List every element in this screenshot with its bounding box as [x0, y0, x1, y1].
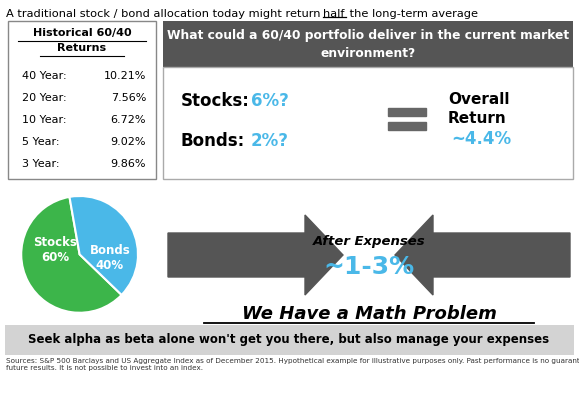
FancyBboxPatch shape — [163, 21, 573, 67]
Wedge shape — [69, 196, 138, 295]
FancyBboxPatch shape — [163, 67, 573, 179]
Text: A traditional stock / bond allocation today might return: A traditional stock / bond allocation to… — [6, 9, 324, 19]
Text: 6.72%: 6.72% — [111, 115, 146, 125]
FancyBboxPatch shape — [8, 21, 156, 179]
Text: 20 Year:: 20 Year: — [22, 93, 67, 103]
Text: Overall
Return: Overall Return — [448, 92, 510, 126]
Text: 40 Year:: 40 Year: — [22, 71, 67, 81]
Text: Sources: S&P 500 Barclays and US Aggregate Index as of December 2015. Hypothetic: Sources: S&P 500 Barclays and US Aggrega… — [6, 358, 579, 364]
Text: 9.86%: 9.86% — [111, 159, 146, 169]
Bar — [388, 122, 426, 130]
Text: ~1-3%: ~1-3% — [324, 255, 415, 279]
Text: Returns: Returns — [57, 43, 107, 53]
Wedge shape — [21, 197, 122, 313]
Text: Bonds:: Bonds: — [181, 132, 245, 150]
Text: Stocks:: Stocks: — [181, 92, 250, 110]
Text: half: half — [323, 9, 345, 19]
Text: 7.56%: 7.56% — [111, 93, 146, 103]
Polygon shape — [395, 215, 570, 295]
Text: 2%?: 2%? — [251, 132, 289, 150]
Text: 6%?: 6%? — [251, 92, 289, 110]
Polygon shape — [168, 215, 343, 295]
Text: Seek alpha as beta alone won't get you there, but also manage your expenses: Seek alpha as beta alone won't get you t… — [28, 334, 549, 347]
Text: After Expenses: After Expenses — [313, 234, 426, 248]
Text: What could a 60/40 portfolio deliver in the current market
environment?: What could a 60/40 portfolio deliver in … — [167, 28, 569, 60]
Text: Historical 60/40: Historical 60/40 — [32, 28, 131, 38]
Text: the long-term average: the long-term average — [346, 9, 478, 19]
Text: 5 Year:: 5 Year: — [22, 137, 60, 147]
Text: 3 Year:: 3 Year: — [22, 159, 60, 169]
Text: Bonds
40%: Bonds 40% — [90, 244, 130, 272]
Text: ~4.4%: ~4.4% — [451, 130, 511, 148]
Text: 9.02%: 9.02% — [111, 137, 146, 147]
Text: Stocks
60%: Stocks 60% — [33, 236, 77, 264]
Text: future results. It is not possible to invest into an index.: future results. It is not possible to in… — [6, 365, 203, 371]
FancyBboxPatch shape — [5, 325, 574, 355]
Text: 10 Year:: 10 Year: — [22, 115, 67, 125]
Bar — [388, 108, 426, 116]
Text: We Have a Math Problem: We Have a Math Problem — [241, 305, 496, 323]
Text: 10.21%: 10.21% — [104, 71, 146, 81]
